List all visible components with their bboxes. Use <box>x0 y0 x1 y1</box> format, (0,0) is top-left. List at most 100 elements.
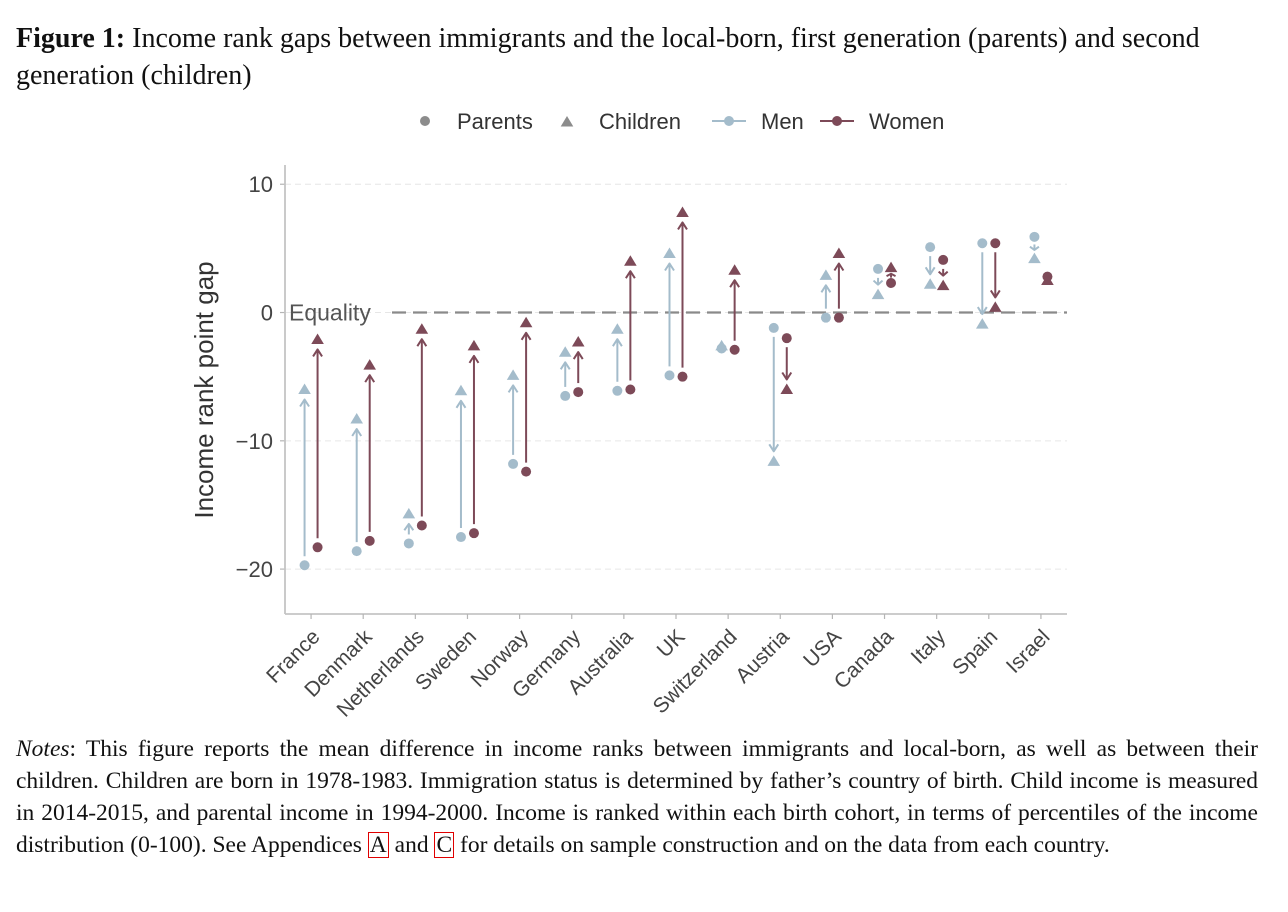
men-children-point <box>558 346 572 357</box>
men-parents-point <box>977 238 988 249</box>
y-tick-label: −20 <box>236 557 273 582</box>
women-children-point <box>884 261 898 273</box>
legend-marker-icon <box>724 116 734 126</box>
men-parents-point <box>664 370 675 381</box>
men-arrowhead <box>1029 245 1040 251</box>
men-parents-point <box>612 385 623 396</box>
women-parents-point <box>886 278 897 289</box>
men-arrowhead <box>976 306 988 316</box>
women-children-point <box>311 333 324 344</box>
women-parents-point <box>781 333 792 344</box>
legend-label: Parents <box>457 109 533 134</box>
women-children-point <box>676 206 689 217</box>
legend-label: Women <box>869 109 944 134</box>
women-parents-point <box>938 254 949 265</box>
men-arrowhead <box>612 338 623 347</box>
women-arrowhead <box>312 348 323 358</box>
men-parents-point <box>403 538 414 549</box>
women-parents-point <box>573 387 584 398</box>
legend-triangle-icon <box>560 116 574 127</box>
women-children-point <box>780 383 794 394</box>
women-children-point <box>989 301 1002 312</box>
women-children-point <box>832 247 846 259</box>
women-children-point <box>519 316 533 328</box>
men-children-point <box>715 339 728 351</box>
women-children-point <box>624 255 637 266</box>
women-parents-point <box>729 344 740 355</box>
men-arrowhead <box>872 279 884 286</box>
men-parents-point <box>873 263 884 274</box>
men-parents-point <box>820 312 831 323</box>
x-tick-label: Canada <box>830 625 899 694</box>
women-parents-point <box>677 371 688 382</box>
x-tick-label: Italy <box>907 625 951 669</box>
notes-text-3: for details on sample construction and o… <box>454 832 1110 858</box>
women-children-point <box>571 336 585 347</box>
women-parents-point <box>833 312 844 323</box>
men-children-point <box>506 369 520 380</box>
legend-marker-icon <box>832 116 842 126</box>
men-children-point <box>454 384 468 396</box>
women-children-point <box>728 264 741 275</box>
men-children-point <box>819 269 833 280</box>
men-parents-point <box>560 390 571 401</box>
men-children-point <box>611 323 624 334</box>
chart-legend: Parents Children Men Women <box>420 109 944 134</box>
women-parents-point <box>468 528 479 539</box>
legend-label: Men <box>761 109 804 134</box>
x-tick-label: Israel <box>1002 625 1055 678</box>
women-arrowhead <box>729 279 740 288</box>
men-parents-point <box>1029 231 1040 242</box>
women-arrowhead <box>938 270 949 277</box>
men-arrowhead <box>664 262 675 272</box>
figure-caption: Figure 1: Income rank gaps between immig… <box>16 20 1266 94</box>
data-marks <box>298 206 1054 571</box>
figure-notes: Notes: This figure reports the mean diff… <box>16 733 1258 861</box>
women-arrowhead <box>572 351 584 360</box>
legend-item-parents: Parents <box>420 109 533 134</box>
men-children-point <box>1028 252 1041 264</box>
notes-text-1: : This figure reports the mean differenc… <box>16 736 1258 858</box>
legend-item-children: Children <box>560 109 681 134</box>
notes-label: Notes <box>16 736 70 762</box>
grid-lines <box>285 183 1067 570</box>
x-tick-label: UK <box>653 625 690 662</box>
women-arrowhead <box>677 221 688 231</box>
women-arrowhead <box>886 272 896 277</box>
men-parents-point <box>508 458 519 469</box>
appendix-a-link[interactable]: A <box>367 832 389 858</box>
legend-label: Children <box>599 109 681 134</box>
appendix-c-link[interactable]: C <box>434 832 455 858</box>
women-parents-point <box>521 466 532 477</box>
women-arrowhead <box>781 371 793 381</box>
axes: 100−10−20EqualityFranceDenmarkNetherland… <box>236 165 1067 722</box>
men-children-point <box>923 278 937 289</box>
y-axis-label: Income rank point gap <box>189 261 219 518</box>
men-parents-point <box>351 546 362 557</box>
y-tick-label: 10 <box>249 172 273 197</box>
men-arrowhead <box>559 361 571 370</box>
women-children-point <box>1041 274 1054 285</box>
equality-label: Equality <box>289 300 371 326</box>
men-parents-point <box>299 560 310 571</box>
women-parents-point <box>416 520 427 531</box>
figure-label: Figure 1: <box>16 23 126 54</box>
x-tick-label: USA <box>799 625 846 672</box>
x-tick-label: Spain <box>948 625 1002 679</box>
women-arrowhead <box>468 354 480 364</box>
men-arrowhead <box>507 384 519 393</box>
women-children-point <box>936 279 950 291</box>
men-children-point <box>976 318 989 329</box>
income-rank-gap-chart: Parents Children Men Women 10 0 −10 −20 Equalit… <box>189 109 1067 722</box>
men-parents-point <box>768 322 779 333</box>
women-parents-point <box>312 542 323 553</box>
x-tick-label: Austria <box>731 625 794 688</box>
men-children-point <box>298 383 311 394</box>
women-arrowhead <box>520 331 532 341</box>
women-arrowhead <box>416 338 428 347</box>
men-children-point <box>767 455 781 466</box>
men-children-point <box>871 288 885 300</box>
men-arrowhead <box>820 284 832 293</box>
men-parents-point <box>455 532 466 543</box>
women-arrowhead <box>625 270 636 279</box>
